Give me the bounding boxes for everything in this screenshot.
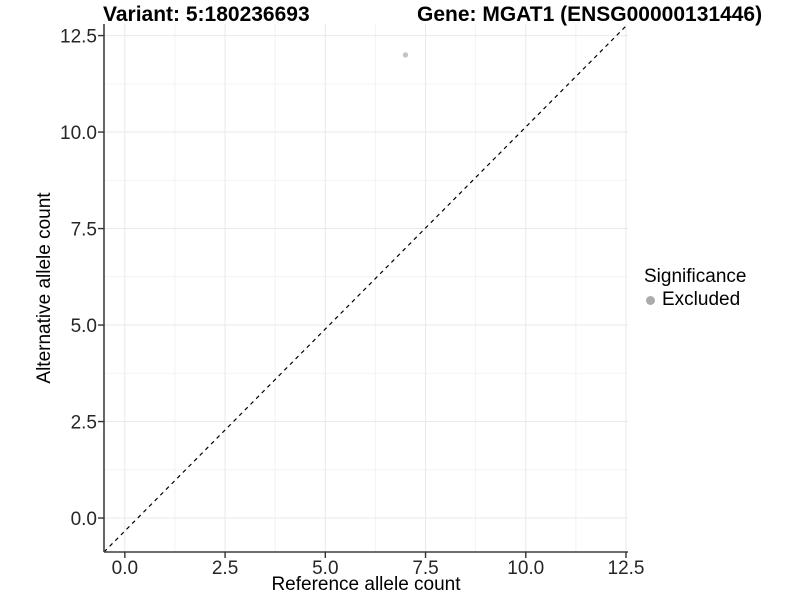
x-tick-label: 12.5 [608, 558, 645, 579]
x-tick-label: 7.5 [412, 558, 438, 579]
y-tick-label: 7.5 [71, 220, 97, 241]
y-tick-label: 2.5 [71, 413, 97, 434]
legend-title: Significance [644, 266, 747, 287]
legend-item-excluded: Excluded [646, 289, 746, 311]
x-tick-label: 2.5 [212, 558, 238, 579]
x-tick-label: 0.0 [112, 558, 138, 579]
y-tick-label: 10.0 [60, 123, 97, 144]
y-tick-label: 0.0 [71, 509, 97, 530]
excluded-point-icon [646, 295, 655, 305]
x-tick-label: 10.0 [507, 558, 544, 579]
gene-title: Gene: MGAT1 (ENSG00000131446) [417, 3, 763, 26]
x-tick-label: 5.0 [312, 558, 338, 579]
y-tick-label: 12.5 [60, 27, 97, 48]
variant-title: Variant: 5:180236693 [103, 3, 310, 26]
y-tick-label: 5.0 [71, 316, 97, 337]
identity-line [103, 23, 629, 553]
x-axis-title: Reference allele count [271, 574, 461, 595]
legend-item-label: Excluded [662, 289, 741, 310]
y-axis-title: Alternative allele count [34, 192, 55, 384]
data-point [402, 52, 409, 58]
legend: Significance Excluded [644, 265, 746, 311]
